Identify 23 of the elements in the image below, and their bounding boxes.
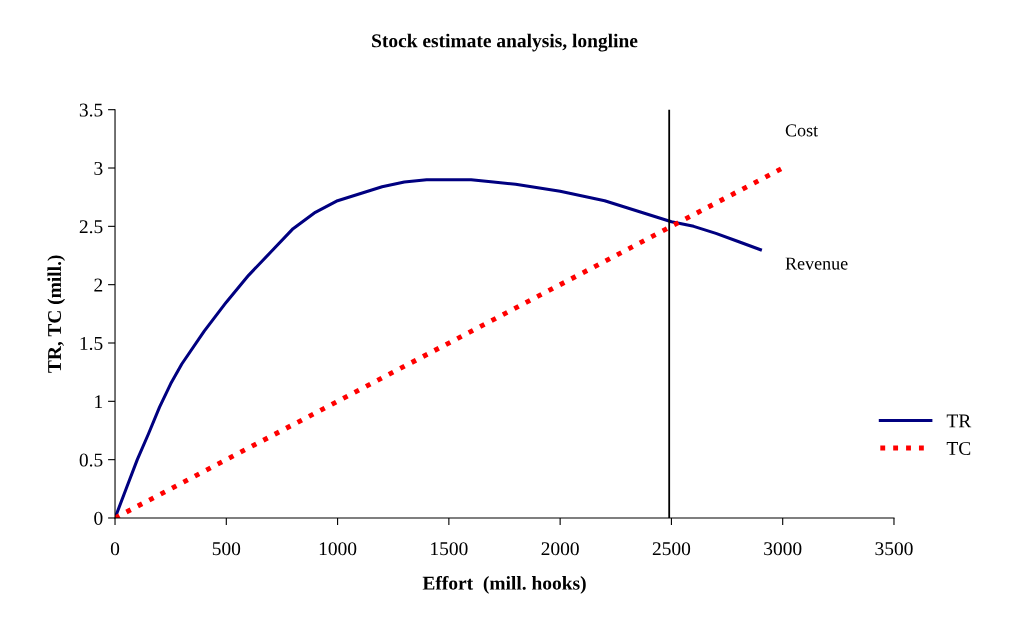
y-axis-title: TR, TC (mill.) (47, 255, 66, 373)
y-tick-label: 2.5 (79, 220, 103, 234)
legend-label: TC (946, 441, 971, 455)
chart-title: Stock estimate analysis, longline (372, 33, 638, 52)
legend-label: TR (946, 414, 972, 428)
x-tick-label: 3500 (875, 542, 913, 556)
y-tick-label: 1 (95, 395, 103, 409)
x-tick-label: 500 (212, 542, 241, 556)
x-tick-label: 1000 (319, 542, 357, 556)
y-tick-label: 2 (94, 278, 103, 292)
y-tick-label: 0 (94, 511, 103, 525)
annotation: Revenue (785, 257, 848, 270)
y-tick-label: 3 (94, 161, 103, 175)
annotation: Cost (785, 124, 819, 137)
x-tick-label: 3000 (764, 542, 802, 556)
y-tick-label: 0.5 (79, 453, 103, 467)
x-tick-label: 0 (110, 542, 120, 556)
y-tick-label: 1.5 (80, 336, 103, 351)
x-tick-label: 2000 (541, 542, 579, 556)
y-tick-label: 3.5 (79, 103, 103, 117)
x-axis-title: Effort (mill. hooks) (422, 575, 586, 594)
x-tick-label: 1500 (431, 542, 468, 556)
x-tick-label: 2500 (652, 542, 691, 556)
